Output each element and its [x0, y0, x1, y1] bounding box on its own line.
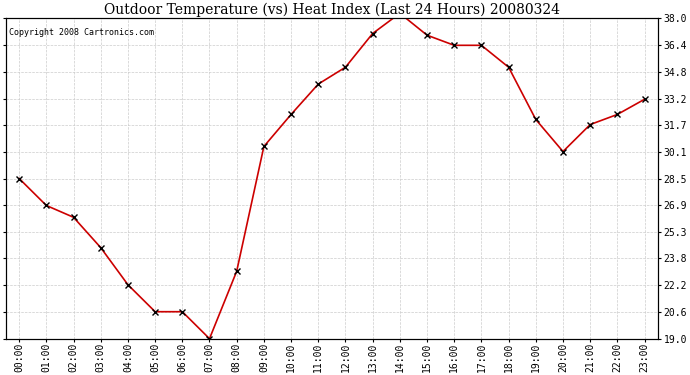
- Title: Outdoor Temperature (vs) Heat Index (Last 24 Hours) 20080324: Outdoor Temperature (vs) Heat Index (Las…: [104, 3, 560, 17]
- Text: Copyright 2008 Cartronics.com: Copyright 2008 Cartronics.com: [9, 28, 154, 37]
